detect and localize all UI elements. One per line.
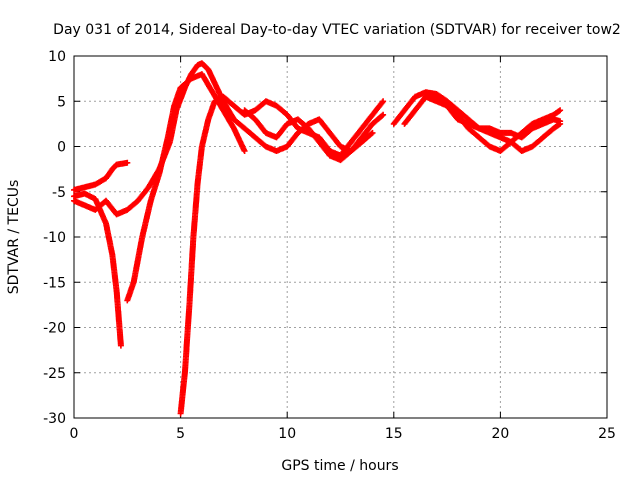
x-tick-label: 20	[491, 426, 509, 442]
x-tick-label: 15	[385, 426, 403, 442]
y-tick-label: -25	[43, 366, 66, 382]
series-track-b	[71, 159, 131, 193]
grid	[74, 56, 607, 418]
series-track-i	[422, 93, 564, 141]
x-tick-label: 0	[70, 426, 79, 442]
data-point	[241, 148, 248, 154]
x-tick-label: 25	[598, 426, 616, 442]
data-point	[380, 98, 387, 105]
y-tick-label: 10	[48, 49, 66, 65]
chart-title: Day 031 of 2014, Sidereal Day-to-day VTE…	[53, 22, 621, 38]
series-track-e	[177, 93, 387, 417]
x-tick-label: 10	[278, 426, 296, 442]
x-axis-label: GPS time / hours	[281, 458, 398, 474]
y-tick-label: -20	[43, 321, 66, 337]
data-point	[557, 107, 564, 114]
series-track-c	[71, 60, 387, 218]
y-tick-label: 5	[57, 94, 66, 110]
y-tick-label: -30	[43, 411, 66, 427]
data-point	[117, 342, 124, 349]
y-tick-label: -15	[43, 275, 66, 291]
x-tick-label: 5	[176, 426, 185, 442]
y-tick-label: -10	[43, 230, 66, 246]
data-point	[380, 111, 387, 118]
data-point	[369, 129, 376, 136]
axis-ticks: 0 5 10 15 20 25 10 5 0 -5 -10 -15 -20 -25 -30	[43, 49, 616, 442]
y-tick-label: 0	[57, 140, 66, 156]
data-point	[368, 130, 375, 137]
y-axis-label: SDTVAR / TECUs	[6, 180, 22, 295]
y-tick-label: -5	[52, 185, 66, 201]
series-track-d	[124, 71, 248, 304]
series-track-a	[71, 190, 124, 349]
data-marks	[71, 60, 564, 417]
series-track-f	[241, 107, 376, 164]
data-point	[124, 159, 131, 166]
data-point	[379, 112, 386, 119]
data-point	[379, 99, 386, 106]
data-point	[557, 118, 564, 125]
